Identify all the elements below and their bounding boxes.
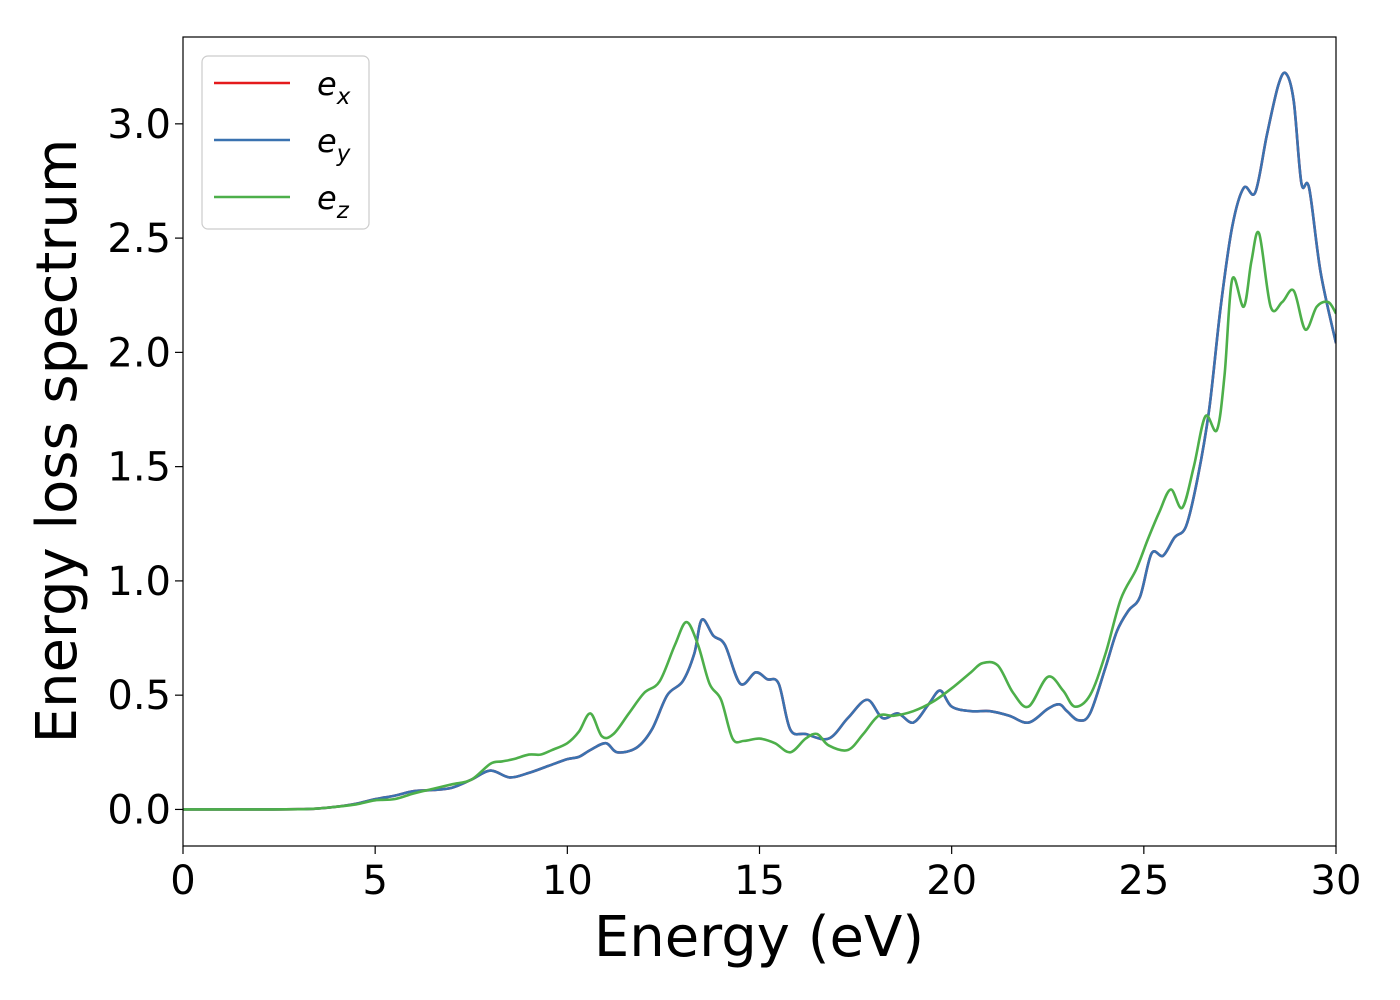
series-line-y	[183, 71, 1336, 811]
y-tick-label: 0.0	[107, 787, 171, 833]
legend: ex ey ez	[201, 55, 370, 230]
y-tick-label: 3.0	[107, 102, 171, 148]
x-tick-label: 15	[734, 858, 785, 904]
y-axis-ticks: 0.0 0.5 1.0 1.5 2.0 2.5 3.0	[107, 102, 183, 833]
legend-label-z: ez	[317, 179, 350, 224]
y-tick-label: 1.0	[107, 559, 171, 605]
x-axis-label: Energy (eV)	[594, 905, 924, 970]
x-tick-label: 5	[362, 858, 387, 904]
legend-box	[201, 55, 370, 230]
series-line-z	[183, 230, 1336, 811]
y-tick-label: 1.5	[107, 445, 171, 491]
series-group	[183, 71, 1336, 811]
y-tick-label: 2.5	[107, 216, 171, 262]
x-tick-label: 25	[1118, 858, 1169, 904]
x-tick-label: 20	[926, 858, 977, 904]
x-axis-ticks: 0 5 10 15 20 25 30	[170, 846, 1361, 904]
legend-label-x: ex	[317, 65, 351, 110]
y-axis-label: Energy loss spectrum	[25, 139, 90, 744]
y-tick-label: 0.5	[107, 673, 171, 719]
y-tick-label: 2.0	[107, 330, 171, 376]
x-tick-label: 10	[542, 858, 593, 904]
x-tick-label: 0	[170, 858, 195, 904]
x-tick-label: 30	[1311, 858, 1362, 904]
legend-label-y: ey	[317, 122, 351, 167]
